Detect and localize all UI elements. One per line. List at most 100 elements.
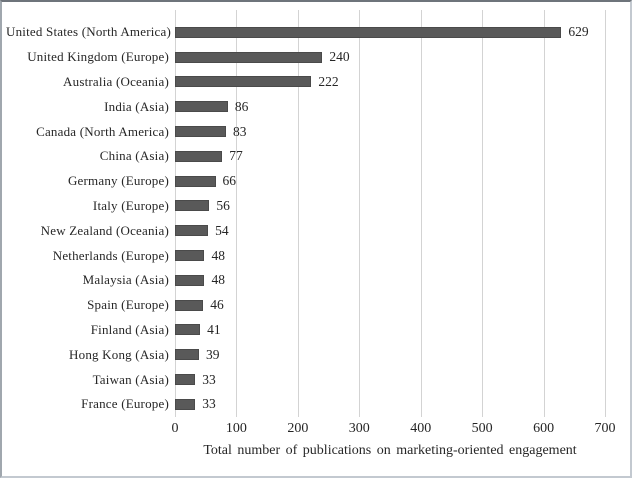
bar [175,374,196,386]
bar [175,349,199,361]
category-label: China (Asia) [99,148,169,164]
bar-track: 77 [175,148,605,164]
bar-row: United States (North America) 629 [6,20,630,45]
bar-row: Germany (Europe) 66 [6,169,630,194]
bar-track: 33 [175,371,605,387]
bar-track: 56 [175,197,605,213]
category-label: France (Europe) [81,396,169,412]
category-label: Taiwan (Asia) [92,371,169,387]
value-label: 222 [318,73,339,89]
bar-track: 46 [175,297,605,313]
bar-row: China (Asia) 77 [6,144,630,169]
category-label: Germany (Europe) [67,173,169,189]
category-label: Finland (Asia) [90,321,169,337]
bar [175,101,228,113]
x-tick-label: 700 [594,421,616,436]
category-label: United States (North America) [6,24,172,40]
value-label: 629 [568,24,589,40]
bar-row: Italy (Europe) 56 [6,194,630,219]
bar [175,200,210,212]
bar-row: New Zealand (Oceania) 54 [6,218,630,243]
bar-row: Malaysia (Asia) 48 [6,268,630,293]
bar-row: Spain (Europe) 46 [6,293,630,318]
x-tick-label: 0 [171,421,179,436]
category-label: Hong Kong (Asia) [69,346,169,362]
bar-row: Netherlands (Europe) 48 [6,243,630,268]
bar [175,175,216,187]
value-label: 33 [202,371,216,387]
category-label: United Kingdom (Europe) [27,49,169,65]
bar-track: 41 [175,321,605,337]
value-label: 77 [229,148,243,164]
category-label: Canada (North America) [36,123,169,139]
gridline [236,10,238,417]
bar-track: 629 [175,24,605,40]
x-tick-label: 500 [471,421,493,436]
bar-track: 222 [175,73,605,89]
gridline [482,10,484,417]
bar [175,26,562,38]
bar [175,126,226,138]
x-tick-label: 200 [287,421,309,436]
value-label: 33 [202,396,216,412]
bar-track: 33 [175,396,605,412]
bar-track: 83 [175,123,605,139]
bar-row: United Kingdom (Europe) 240 [6,45,630,70]
bar-row: India (Asia) 86 [6,94,630,119]
bar [175,274,205,286]
bar-track: 86 [175,98,605,114]
x-tick-label: 600 [533,421,555,436]
category-label: New Zealand (Oceania) [40,222,169,238]
category-label: Australia (Oceania) [63,73,169,89]
value-label: 66 [222,173,237,189]
bar-track: 66 [175,173,605,189]
x-tick-label: 100 [225,421,247,436]
value-label: 83 [232,123,247,139]
bar-track: 48 [175,247,605,263]
category-label: Malaysia (Asia) [82,272,169,288]
bar-row: Australia (Oceania) 222 [6,70,630,95]
value-label: 41 [207,321,221,337]
bar [175,398,196,410]
value-label: 39 [205,346,220,362]
gridline [359,10,361,417]
bar-row: Canada (North America) 83 [6,119,630,144]
value-label: 48 [211,272,225,288]
category-label: Spain (Europe) [87,297,169,313]
value-label: 240 [329,49,350,65]
bar [175,225,209,237]
bar-row: France (Europe) 33 [6,392,630,417]
bar-track: 48 [175,272,605,288]
bar [175,76,312,88]
gridline [175,10,176,417]
gridline [605,10,606,417]
bar-track: 39 [175,346,605,362]
x-tick-label: 400 [410,421,432,436]
value-label: 86 [234,98,249,114]
bar [175,324,201,336]
bar-track: 240 [175,49,605,65]
gridline [543,10,545,417]
gridline [420,10,422,417]
x-tick-label: 300 [348,421,370,436]
x-axis-ticks: 0 100 200 300 400 500 600 700 [171,421,616,438]
plot-area [175,10,606,417]
x-axis-title: Total number of publications on marketin… [203,443,577,458]
value-label: 46 [210,297,224,313]
bar-row: Hong Kong (Asia) 39 [6,342,630,367]
bar-track: 54 [175,222,605,238]
bar-row: Finland (Asia) 41 [6,318,630,343]
bar [175,150,223,162]
category-label: India (Asia) [104,98,169,114]
bar [175,51,323,63]
category-label: Netherlands (Europe) [52,247,169,263]
gridline [297,10,299,417]
category-label: Italy (Europe) [92,197,169,213]
bar-row: Taiwan (Asia) 33 [6,367,630,392]
value-label: 48 [211,247,225,263]
value-label: 54 [215,222,229,238]
bar [175,250,205,262]
value-label: 56 [216,197,230,213]
bar-rows: United States (North America) 629 United K… [6,20,630,417]
